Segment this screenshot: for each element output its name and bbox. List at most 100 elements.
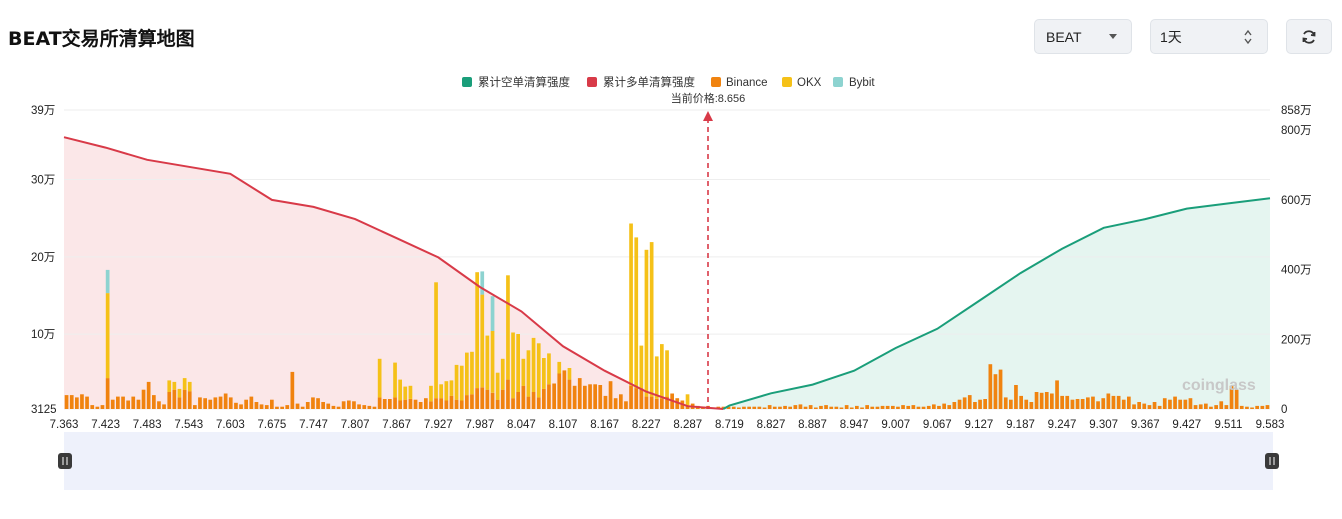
legend-item-short[interactable]: 累计空单清算强度 [462, 75, 570, 89]
refresh-button[interactable] [1286, 19, 1332, 54]
x-axis-tick: 7.603 [216, 419, 245, 431]
bar-binance [983, 399, 987, 409]
left-axis-tick: 20万 [31, 252, 55, 264]
bar-okx [665, 350, 669, 397]
x-axis-tick: 9.427 [1172, 419, 1201, 431]
bar-binance [921, 406, 926, 409]
right-axis-tick: 200万 [1281, 334, 1312, 346]
bar-binance [1229, 385, 1234, 409]
bar-binance [64, 395, 69, 409]
bar-binance [141, 389, 146, 409]
legend-swatch-bybit [833, 77, 843, 87]
bar-binance [932, 404, 936, 409]
bar-binance [429, 401, 433, 409]
bar-binance [110, 399, 115, 409]
bar-binance [737, 407, 741, 409]
right-axis-tick: 400万 [1281, 265, 1312, 277]
bar-binance [906, 405, 911, 409]
x-axis-tick: 7.867 [382, 419, 411, 431]
bar-okx [500, 358, 505, 390]
legend-item-okx[interactable]: OKX [782, 77, 822, 89]
bar-okx [480, 294, 485, 388]
bar-binance [1024, 399, 1029, 409]
bar-binance [1014, 385, 1018, 409]
bar-binance [1091, 396, 1095, 409]
legend-label-binance: Binance [726, 77, 768, 89]
bar-binance [1044, 392, 1049, 409]
range-slider-left-handle[interactable] [58, 453, 72, 469]
bar-binance [1039, 392, 1044, 409]
bar-binance [526, 396, 531, 409]
bar-binance [326, 403, 331, 409]
bar-binance [1209, 406, 1213, 409]
x-axis-tick: 7.483 [133, 419, 162, 431]
bar-binance [1034, 392, 1039, 409]
bar-binance [223, 393, 228, 409]
range-slider-track[interactable] [64, 432, 1273, 490]
bar-binance [485, 389, 490, 409]
bar-binance [475, 388, 479, 409]
bar-binance [783, 405, 787, 409]
x-axis-tick: 7.423 [91, 419, 120, 431]
bar-binance [285, 405, 290, 409]
bar-binance [244, 399, 248, 409]
left-axis-tick: 3125 [31, 404, 57, 416]
x-axis-tick: 7.807 [341, 419, 370, 431]
bar-binance [644, 396, 649, 409]
bar-okx [439, 384, 443, 399]
bar-binance [1168, 399, 1172, 409]
bar-binance [803, 406, 808, 409]
bar-binance [865, 405, 869, 409]
bar-okx [434, 282, 438, 399]
bar-binance [1121, 399, 1126, 409]
bar-binance [849, 407, 854, 409]
bar-binance [100, 405, 105, 409]
bar-binance [85, 396, 89, 409]
bar-okx [167, 380, 172, 392]
bar-binance [1106, 393, 1111, 409]
x-axis-tick: 9.067 [923, 419, 952, 431]
bar-binance [834, 406, 839, 409]
legend-item-binance[interactable]: Binance [711, 77, 768, 89]
bar-binance [393, 397, 397, 409]
bar-okx [485, 335, 490, 390]
short-cumulative-line [722, 197, 1271, 410]
legend-item-bybit[interactable]: Bybit [833, 77, 875, 89]
bar-binance [331, 405, 336, 409]
bar-binance [264, 405, 269, 409]
bar-okx [470, 351, 474, 395]
bar-binance [552, 383, 556, 409]
bar-binance [69, 395, 74, 409]
bar-binance [619, 394, 623, 409]
bar-binance [316, 398, 320, 409]
bar-binance [660, 398, 664, 409]
bar-okx [685, 394, 690, 406]
bar-binance [1142, 403, 1147, 409]
bar-binance [439, 398, 443, 409]
symbol-select[interactable]: BEAT [1034, 19, 1132, 54]
bar-binance [146, 381, 151, 409]
bar-binance [1214, 405, 1218, 409]
bar-binance [675, 398, 680, 409]
bar-binance [367, 405, 372, 409]
bar-binance [772, 406, 777, 409]
short-area-fill [723, 198, 1270, 409]
legend-item-long[interactable]: 累计多单清算强度 [587, 75, 695, 89]
bar-binance [860, 407, 864, 409]
range-select[interactable]: 1天 [1150, 19, 1268, 54]
x-axis-tick: 9.367 [1131, 419, 1160, 431]
x-axis-tick: 9.007 [881, 419, 910, 431]
range-slider-right-handle[interactable] [1265, 453, 1279, 469]
bar-binance [752, 406, 757, 409]
legend-label-long: 累计多单清算强度 [603, 75, 695, 89]
bar-okx [377, 358, 382, 398]
page-title: BEAT交易所清算地图 [8, 28, 195, 50]
bar-binance [1096, 401, 1100, 409]
bar-binance [654, 399, 659, 409]
bar-binance [182, 389, 187, 409]
bar-binance [372, 406, 377, 409]
symbol-select-value: BEAT [1046, 28, 1082, 45]
left-axis-tick: 10万 [31, 329, 55, 341]
bar-binance [1075, 399, 1080, 409]
bar-binance [413, 399, 418, 409]
